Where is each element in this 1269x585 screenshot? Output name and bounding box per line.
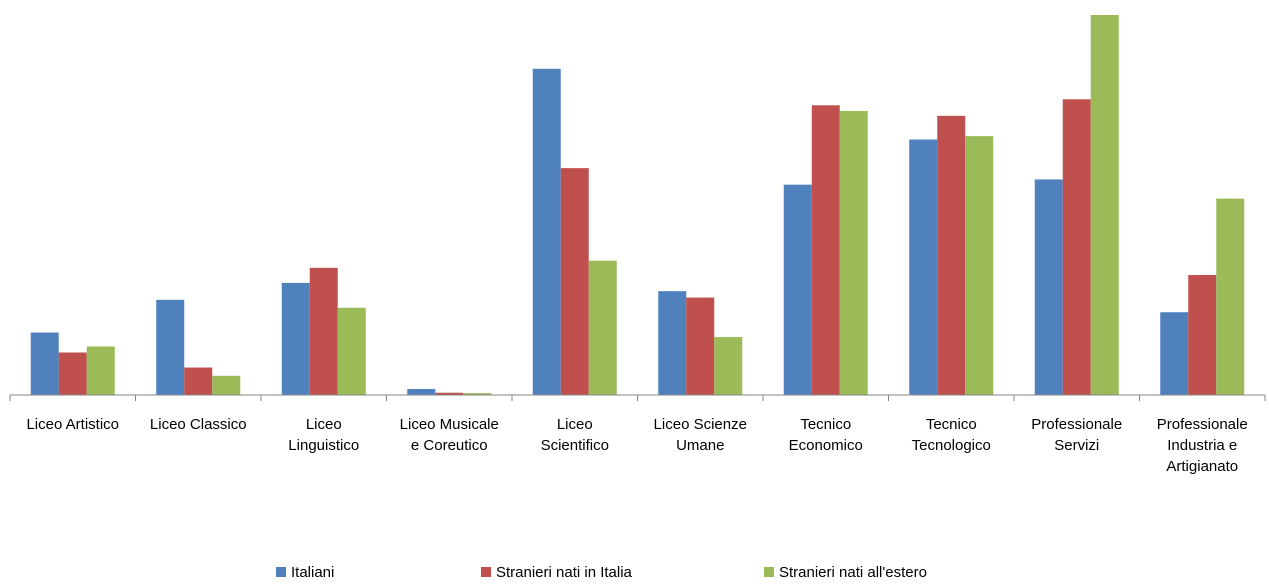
bar — [156, 299, 185, 395]
bar — [86, 346, 115, 395]
bar — [658, 291, 687, 395]
bar — [407, 388, 436, 395]
bar — [1034, 179, 1063, 395]
bar — [463, 393, 492, 395]
bar — [937, 115, 966, 396]
legend-swatch — [276, 567, 286, 577]
bar — [560, 168, 589, 395]
legend: Italiani Stranieri nati in Italia Stranier… — [276, 564, 927, 581]
bar — [909, 139, 938, 395]
bar — [811, 105, 840, 395]
bar — [1160, 312, 1189, 395]
bar — [532, 68, 561, 396]
category-label: Liceo Scienze Umane — [654, 416, 747, 454]
bar — [714, 337, 743, 395]
bar — [30, 332, 59, 395]
bar — [309, 267, 338, 395]
category-label: Liceo Linguistico — [288, 416, 359, 454]
legend-label: Italiani — [291, 564, 334, 581]
legend-label: Stranieri nati in Italia — [496, 564, 633, 581]
legend-label: Stranieri nati all'estero — [779, 564, 927, 581]
bar — [184, 367, 213, 395]
category-labels: Liceo Artistico Liceo Classico Liceo Lingui… — [26, 416, 1247, 475]
category-label: Professionale Servizi — [1031, 416, 1122, 454]
x-axis-ticks — [9, 395, 1266, 401]
bar — [839, 110, 868, 395]
bar — [1188, 274, 1217, 395]
category-label: Tecnico Economico — [789, 416, 863, 454]
bar — [1216, 198, 1245, 395]
bar — [686, 297, 715, 395]
bar — [435, 392, 464, 395]
bar — [965, 136, 994, 396]
category-label: Professionale Industria e Artigianato — [1157, 416, 1248, 475]
bar-marks — [30, 15, 1245, 396]
bar — [281, 282, 310, 395]
category-label: Tecnico Tecnologico — [912, 416, 991, 454]
category-label: Liceo Artistico — [26, 416, 119, 433]
category-label: Liceo Scientifico — [541, 416, 609, 454]
bar — [58, 352, 87, 395]
legend-swatch — [764, 567, 774, 577]
legend-swatch — [481, 567, 491, 577]
bar — [212, 375, 241, 395]
bar — [1090, 15, 1119, 395]
category-label: Liceo Musicale e Coreutico — [400, 416, 499, 454]
category-label: Liceo Classico — [150, 416, 247, 433]
bar — [337, 307, 366, 395]
bar — [783, 184, 812, 395]
bar — [588, 260, 617, 395]
bar — [1062, 99, 1091, 396]
